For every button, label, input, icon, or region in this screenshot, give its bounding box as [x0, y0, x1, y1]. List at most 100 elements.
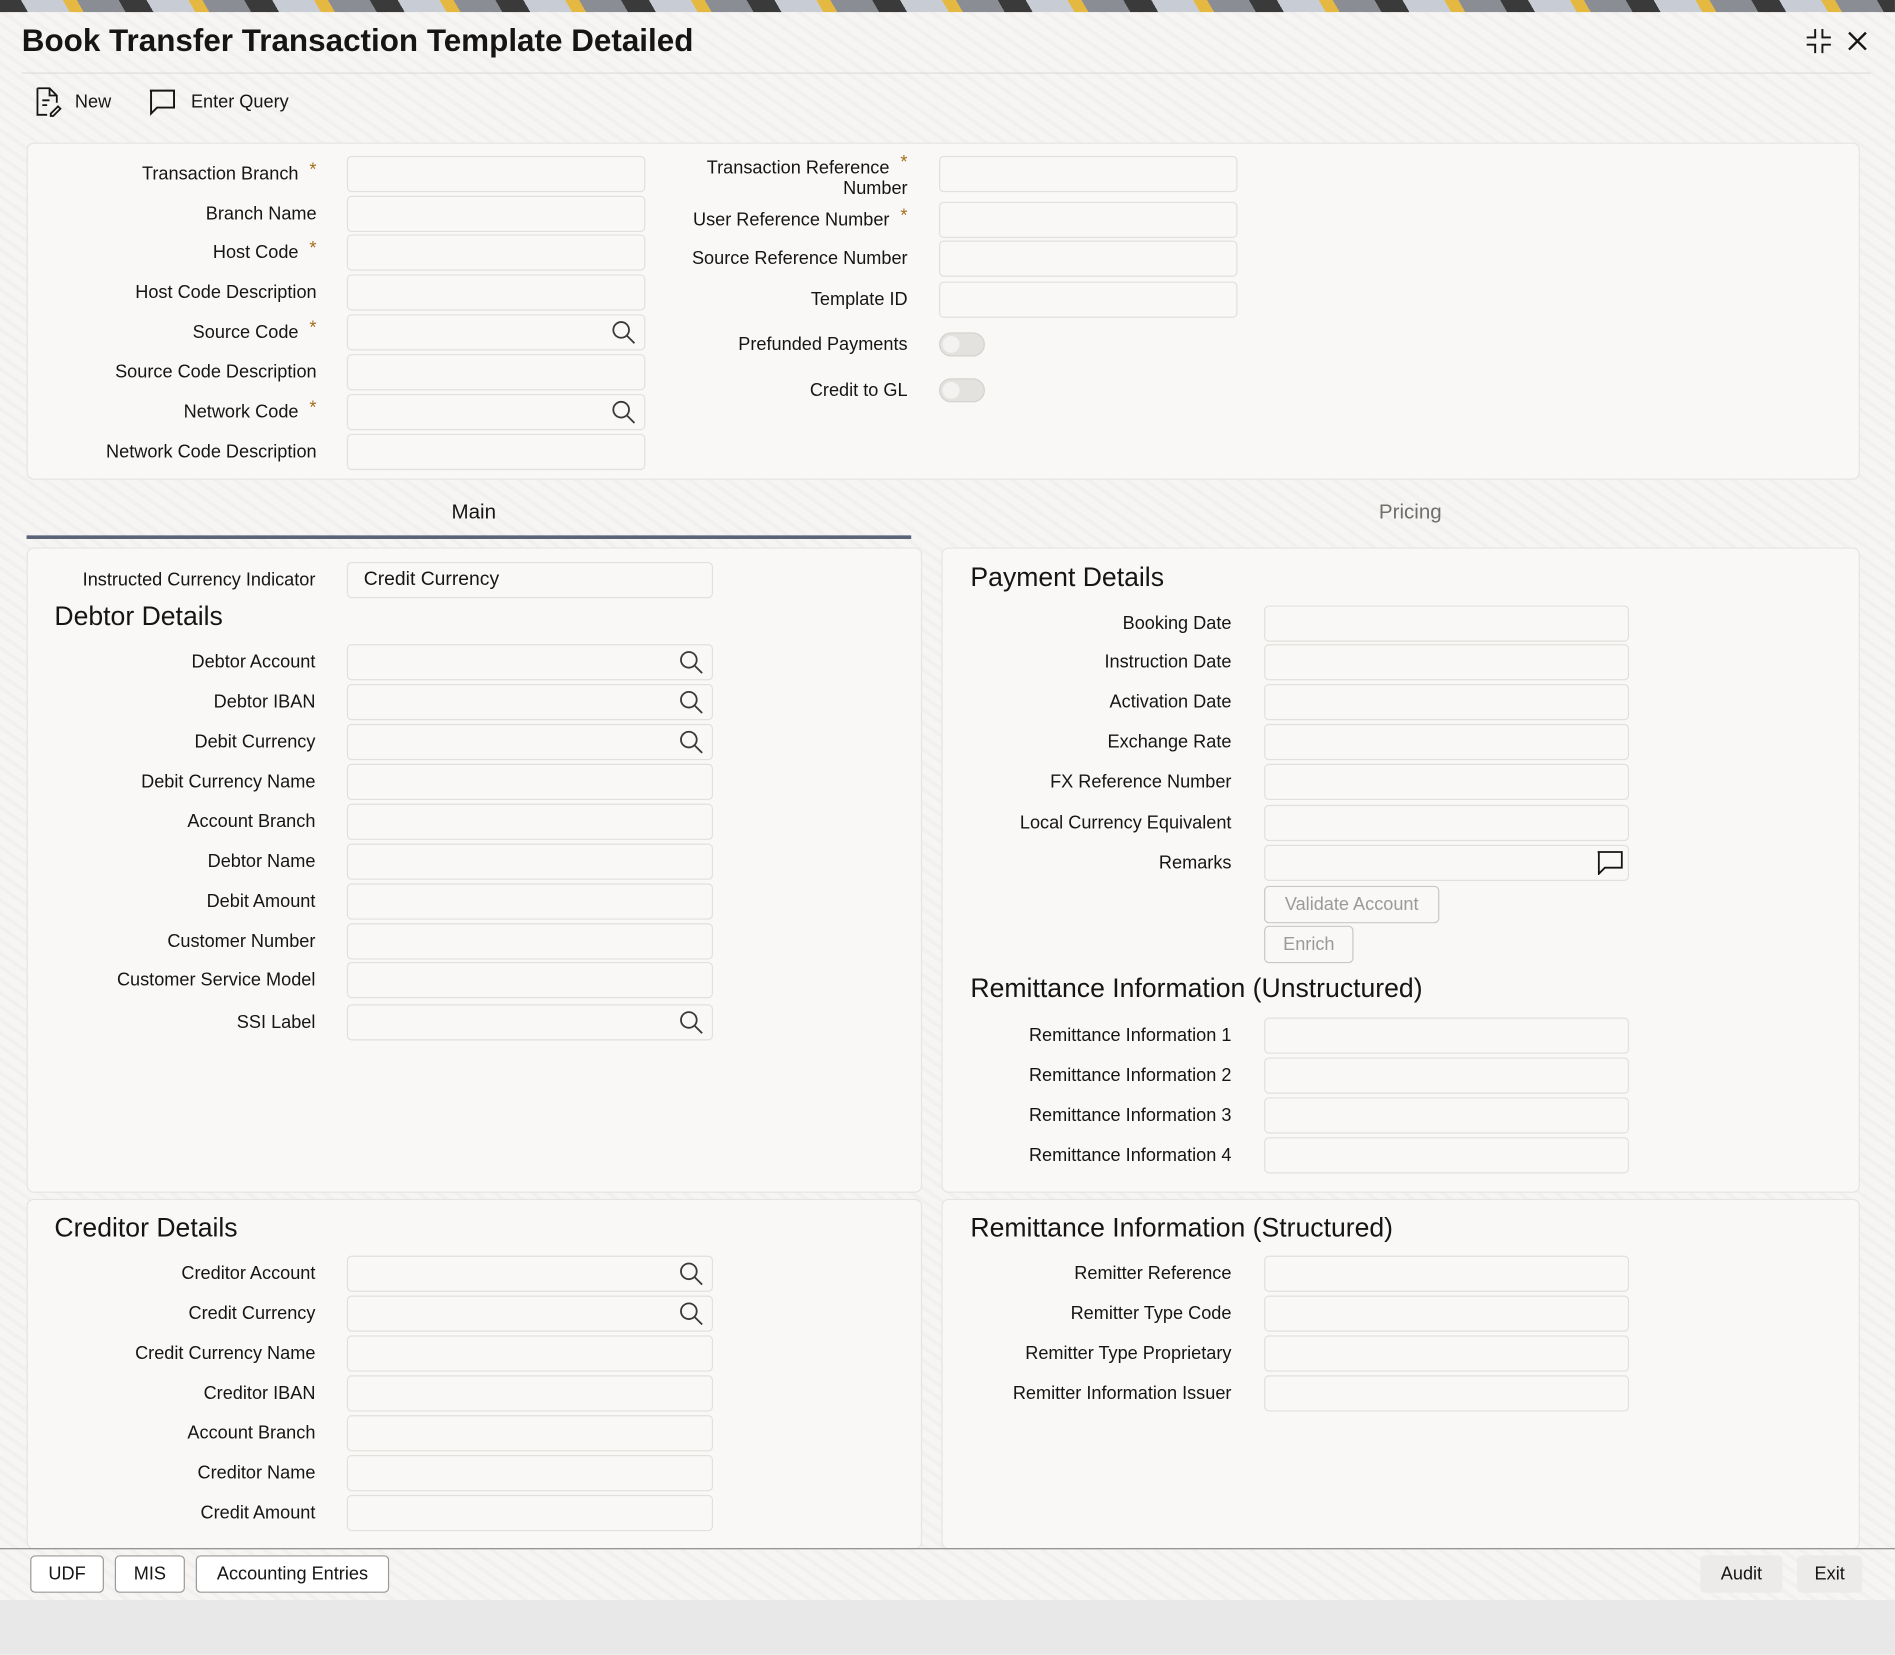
transaction-branch-input[interactable]	[346, 155, 646, 193]
template-id-label: Template ID	[810, 289, 908, 310]
network-code-label: Network Code	[183, 401, 299, 423]
exchange-rate-label: Exchange Rate	[1107, 731, 1232, 753]
enter-query-button[interactable]: Enter Query	[147, 85, 289, 119]
udf-button[interactable]: UDF	[30, 1555, 104, 1593]
remittance-information-3-input[interactable]	[1264, 1097, 1630, 1134]
divider	[21, 72, 1871, 74]
remittance-unstructured-heading: Remittance Information (Unstructured)	[970, 972, 1423, 1004]
credit-currency-name-input[interactable]	[346, 1335, 714, 1372]
booking-date-input[interactable]	[1264, 605, 1630, 642]
customer-service-model-input[interactable]	[346, 961, 714, 999]
payment-details-heading: Payment Details	[970, 561, 1165, 593]
source-reference-number-label: Source Reference Number	[691, 248, 908, 269]
debit-currency-label: Debit Currency	[194, 731, 316, 753]
tab-pricing[interactable]: Pricing	[1378, 500, 1442, 524]
instructed-currency-select[interactable]: Credit Currency	[346, 561, 714, 599]
host-code-description-input[interactable]	[346, 274, 646, 311]
search-icon[interactable]	[679, 730, 703, 754]
exit-button[interactable]: Exit	[1797, 1555, 1863, 1593]
footer-divider	[0, 1548, 1895, 1550]
exchange-rate-input[interactable]	[1264, 723, 1630, 761]
fx-reference-number-input[interactable]	[1264, 763, 1630, 801]
search-icon[interactable]	[612, 320, 636, 344]
mis-button[interactable]: MIS	[114, 1555, 185, 1593]
search-icon[interactable]	[679, 1262, 703, 1286]
credit-amount-input[interactable]	[346, 1494, 714, 1532]
remarks-label: Remarks	[1158, 852, 1232, 874]
customer-number-label: Customer Number	[167, 931, 316, 952]
fx-reference-number-label: FX Reference Number	[1050, 771, 1232, 793]
close-icon[interactable]	[1843, 27, 1872, 56]
source-reference-number-input[interactable]	[939, 240, 1238, 277]
remittance-information-2-label: Remittance Information 2	[1028, 1065, 1232, 1086]
instruction-date-input[interactable]	[1264, 644, 1630, 681]
prefunded-payments-label: Prefunded Payments	[738, 334, 908, 355]
tab-main[interactable]: Main	[451, 500, 497, 524]
accounting-entries-button[interactable]: Accounting Entries	[195, 1555, 390, 1593]
audit-button[interactable]: Audit	[1700, 1555, 1783, 1593]
debtor-account-label: Debtor Account	[191, 651, 316, 673]
collapse-icon[interactable]	[1804, 27, 1833, 56]
header-banner	[0, 0, 1895, 13]
source-code-label: Source Code	[192, 322, 299, 343]
validate-account-button[interactable]: Validate Account	[1264, 885, 1440, 924]
search-icon[interactable]	[679, 1302, 703, 1326]
enrich-button[interactable]: Enrich	[1264, 925, 1354, 964]
remittance-information-4-input[interactable]	[1264, 1137, 1630, 1174]
creditor-iban-input[interactable]	[346, 1375, 714, 1412]
remittance-information-1-input[interactable]	[1264, 1017, 1630, 1054]
debtor-name-input[interactable]	[346, 843, 714, 880]
remarks-chat-icon[interactable]	[1596, 851, 1623, 876]
network-code-input[interactable]	[346, 393, 646, 431]
remitter-information-issuer-label: Remitter Information Issuer	[1012, 1383, 1232, 1404]
debit-amount-input[interactable]	[346, 883, 714, 920]
new-button[interactable]: New	[34, 85, 111, 119]
network-code-description-input[interactable]	[346, 433, 646, 471]
debtor-name-label: Debtor Name	[207, 851, 316, 872]
required-asterisk: *	[309, 317, 317, 339]
debtor-account-input[interactable]	[346, 644, 714, 681]
customer-number-input[interactable]	[346, 923, 714, 960]
remitter-information-issuer-input[interactable]	[1264, 1375, 1630, 1412]
remarks-input[interactable]	[1264, 844, 1630, 881]
activation-date-input[interactable]	[1264, 684, 1630, 721]
required-asterisk: *	[900, 205, 908, 227]
credit-amount-label: Credit Amount	[200, 1502, 316, 1524]
search-icon[interactable]	[679, 1010, 703, 1034]
debit-currency-input[interactable]	[346, 723, 714, 761]
search-icon[interactable]	[612, 400, 636, 424]
user-reference-number-input[interactable]	[939, 201, 1238, 239]
account-branch-input[interactable]	[346, 803, 714, 840]
template-id-input[interactable]	[939, 281, 1238, 318]
debit-currency-name-input[interactable]	[346, 763, 714, 801]
source-code-description-input[interactable]	[346, 354, 646, 391]
credit-currency-input[interactable]	[346, 1295, 714, 1332]
transaction-reference-input[interactable]	[939, 155, 1238, 193]
debtor-details-heading: Debtor Details	[54, 600, 223, 631]
source-code-description-label: Source Code Description	[115, 361, 317, 383]
required-asterisk: *	[309, 397, 317, 419]
remittance-structured-panel	[941, 1198, 1860, 1550]
remitter-reference-input[interactable]	[1264, 1255, 1630, 1292]
creditor-name-input[interactable]	[346, 1455, 714, 1492]
credit-to-gl-toggle[interactable]	[939, 378, 985, 403]
creditor-account-input[interactable]	[346, 1255, 714, 1292]
source-code-input[interactable]	[346, 314, 646, 351]
creditor-account-label: Creditor Account	[181, 1263, 316, 1285]
debtor-iban-input[interactable]	[346, 684, 714, 721]
remitter-type-code-input[interactable]	[1264, 1295, 1630, 1332]
prefunded-payments-toggle[interactable]	[939, 332, 985, 357]
remittance-information-2-input[interactable]	[1264, 1057, 1630, 1094]
ssi-label-input[interactable]	[346, 1004, 714, 1041]
local-currency-equivalent-input[interactable]	[1264, 804, 1630, 842]
host-code-input[interactable]	[346, 234, 646, 271]
remitter-type-proprietary-input[interactable]	[1264, 1335, 1630, 1372]
remittance-information-1-label: Remittance Information 1	[1028, 1025, 1232, 1046]
search-icon[interactable]	[679, 690, 703, 714]
search-icon[interactable]	[679, 650, 703, 674]
active-tab-indicator	[26, 535, 912, 539]
branch-name-input[interactable]	[346, 195, 646, 233]
credit-currency-label: Credit Currency	[188, 1303, 316, 1324]
account-branch-input[interactable]	[346, 1415, 714, 1452]
